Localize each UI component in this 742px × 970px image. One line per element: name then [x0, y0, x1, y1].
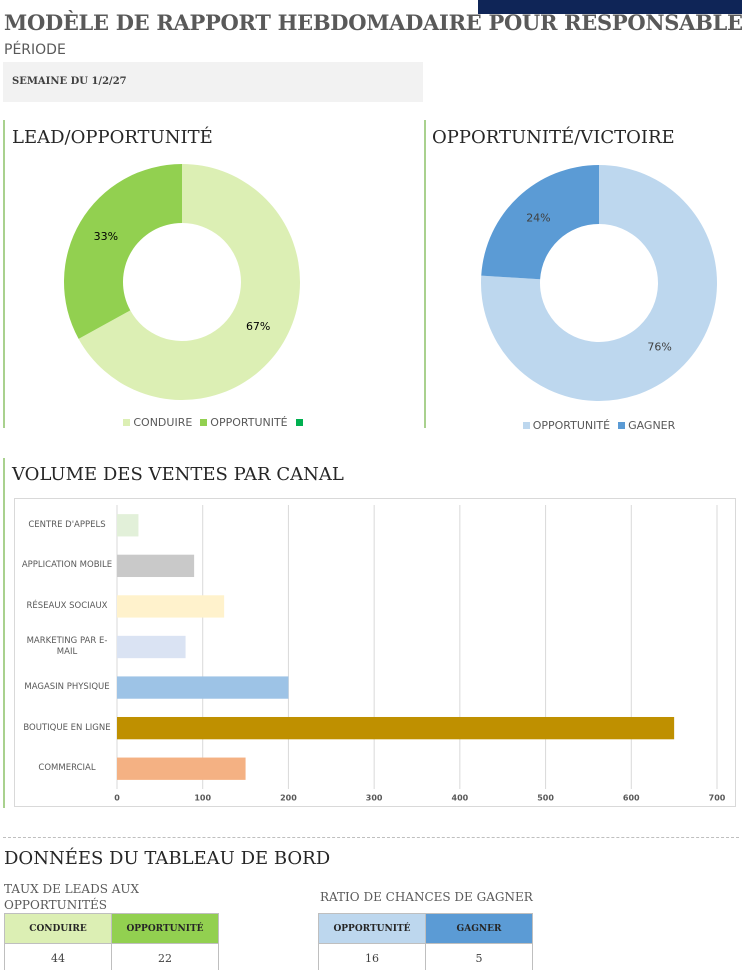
y-tick-label: RÉSEAUX SOCIAUX — [26, 600, 108, 611]
donut-chart: 76% 24% — [481, 165, 717, 401]
bar — [117, 554, 195, 578]
bar — [117, 757, 246, 780]
panel-border — [424, 120, 426, 428]
data-table: CONDUIRE OPPORTUNITÉ 44 22 — [4, 913, 219, 970]
bar — [117, 716, 675, 740]
legend-label: CONDUIRE — [133, 416, 193, 429]
legend-item: OPPORTUNITÉ — [200, 416, 288, 429]
y-tick-label: MARKETING PAR E-MAIL — [26, 636, 108, 657]
y-tick-label: MAGASIN PHYSIQUE — [24, 682, 110, 693]
data-label: 33% — [94, 230, 118, 243]
data-label: 76% — [647, 341, 671, 354]
section-title: DONNÉES DU TABLEAU DE BORD — [4, 848, 331, 869]
legend-item: OPPORTUNITÉ — [522, 419, 611, 432]
table-header: CONDUIRE — [4, 913, 112, 944]
legend: CONDUIRE OPPORTUNITÉ — [3, 416, 423, 429]
y-tick-label: COMMERCIAL — [38, 763, 96, 774]
legend-item — [295, 419, 303, 426]
table-cell: 5 — [425, 943, 533, 970]
legend-label: OPPORTUNITÉ — [210, 416, 288, 429]
period-value: SEMAINE DU 1/2/27 — [12, 76, 127, 87]
x-tick-label: 100 — [194, 794, 211, 803]
x-tick-label: 400 — [452, 794, 469, 803]
donut-slice — [481, 165, 599, 280]
data-label: 67% — [246, 320, 270, 333]
table-header: OPPORTUNITÉ — [111, 913, 219, 944]
data-label: 24% — [526, 211, 550, 224]
table-title: TAUX DE LEADS AUX OPPORTUNITÉS — [4, 882, 140, 912]
table-cell: 44 — [4, 943, 112, 970]
legend-item: GAGNER — [618, 419, 675, 432]
chart-title: VOLUME DES VENTES PAR CANAL — [12, 464, 344, 485]
separator — [3, 837, 739, 838]
x-tick-label: 200 — [280, 794, 297, 803]
y-tick-label: BOUTIQUE EN LIGNE — [23, 722, 111, 733]
table-header: GAGNER — [425, 913, 533, 944]
chart-title: OPPORTUNITÉ/VICTOIRE — [432, 127, 675, 148]
legend-swatch — [295, 419, 303, 426]
x-tick-label: 600 — [623, 794, 640, 803]
table-cell: 16 — [318, 943, 426, 970]
data-table: OPPORTUNITÉ GAGNER 16 5 — [318, 913, 533, 970]
legend-item: CONDUIRE — [123, 416, 192, 429]
document-title: MODÈLE DE RAPPORT HEBDOMADAIRE POUR RESP… — [4, 10, 742, 35]
table-title: RATIO DE CHANCES DE GAGNER — [320, 890, 533, 904]
x-tick-label: 0 — [114, 794, 120, 803]
logo-banner — [478, 0, 742, 14]
table-cell: 22 — [111, 943, 219, 970]
x-tick-label: 500 — [537, 794, 554, 803]
legend-swatch — [522, 422, 530, 429]
x-tick-label: 700 — [709, 794, 726, 803]
panel-border — [3, 458, 5, 808]
chart-title: LEAD/OPPORTUNITÉ — [12, 127, 213, 148]
y-tick-label: APPLICATION MOBILE — [21, 560, 113, 571]
bar — [117, 676, 289, 699]
donut-slice — [78, 164, 300, 400]
bar-chart-frame: 0 100 200 300 400 500 600 700 CENTRE D'APPELS AP… — [14, 498, 736, 807]
bar — [117, 514, 139, 537]
donut-slice — [481, 165, 717, 401]
bar — [117, 635, 186, 659]
panel-border — [3, 120, 5, 428]
legend-swatch — [200, 419, 208, 426]
donut-slice — [63, 164, 183, 339]
period-box: SEMAINE DU 1/2/27 — [3, 62, 423, 102]
bar — [117, 595, 225, 618]
legend-swatch — [123, 419, 131, 426]
y-tick-label: CENTRE D'APPELS — [28, 519, 106, 530]
x-tick-label: 300 — [366, 794, 383, 803]
legend-swatch — [618, 422, 626, 429]
legend: OPPORTUNITÉ GAGNER — [424, 419, 742, 432]
legend-label: GAGNER — [628, 419, 676, 432]
legend-label: OPPORTUNITÉ — [532, 419, 611, 432]
donut-chart: 67% 33% — [63, 164, 300, 400]
table-header: OPPORTUNITÉ — [318, 913, 426, 944]
bar-chart: 0 100 200 300 400 500 600 700 — [114, 505, 726, 803]
period-label: PÉRIODE — [4, 42, 66, 58]
